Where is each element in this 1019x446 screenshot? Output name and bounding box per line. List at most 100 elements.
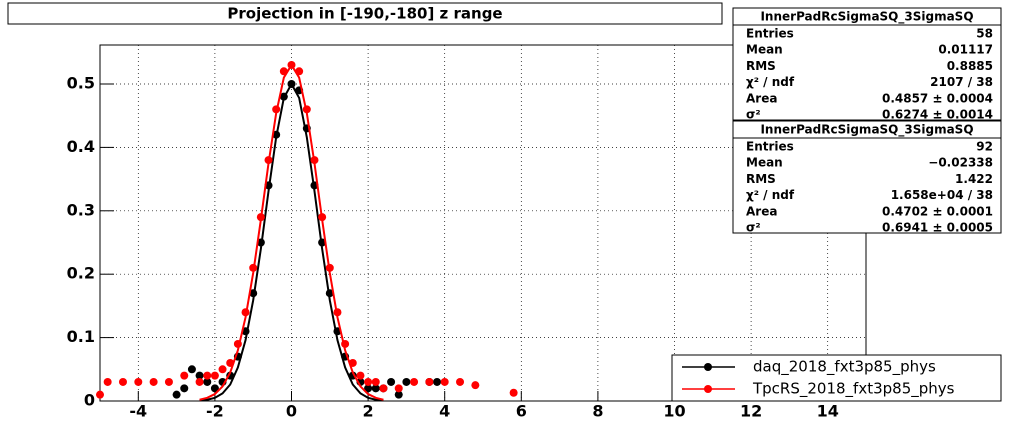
y-tick-label: 0.4 — [67, 137, 95, 156]
y-tick-label: 0.5 — [67, 73, 95, 92]
x-tick-label: 6 — [516, 402, 527, 421]
data-point — [210, 384, 219, 393]
data-point — [410, 377, 419, 386]
data-point — [264, 156, 273, 165]
data-point — [249, 263, 258, 272]
legend-label: TpcRS_2018_fxt3p85_phys — [752, 380, 955, 399]
data-point — [402, 377, 411, 386]
data-point — [210, 371, 219, 380]
data-point — [425, 377, 434, 386]
stats-label: RMS — [746, 172, 776, 186]
data-point — [134, 377, 143, 386]
data-point — [279, 92, 288, 101]
data-point — [371, 384, 380, 393]
chart-title: Projection in [-190,-180] z range — [227, 5, 502, 23]
y-tick-label: 0.2 — [67, 264, 95, 283]
data-point — [203, 377, 212, 386]
stats-label: χ² / ndf — [746, 75, 795, 89]
data-point — [325, 263, 334, 272]
stats-label: Mean — [746, 156, 783, 170]
data-point — [279, 67, 288, 76]
data-point — [272, 105, 281, 114]
data-point — [287, 79, 296, 88]
data-point — [341, 339, 350, 348]
x-tick-label: 4 — [439, 402, 450, 421]
stats-value: 0.4702 ± 0.0001 — [882, 204, 993, 218]
stats-value: 2107 / 38 — [930, 75, 993, 89]
data-point — [149, 377, 158, 386]
data-point — [180, 384, 189, 393]
stats-value: 0.6941 ± 0.0005 — [882, 221, 993, 235]
stats-label: σ² — [746, 221, 761, 235]
data-point — [471, 381, 480, 390]
stats-label: Mean — [746, 43, 783, 57]
data-point — [295, 67, 304, 76]
data-point — [256, 213, 265, 222]
x-tick-label: 0 — [286, 402, 297, 421]
data-point — [195, 377, 204, 386]
data-point — [187, 365, 196, 374]
data-point — [364, 377, 373, 386]
stats-box — [732, 120, 1002, 234]
data-point — [394, 390, 403, 399]
legend-label: daq_2018_fxt3p85_phys — [753, 358, 936, 377]
stats-value: 0.01117 — [938, 43, 993, 57]
stats-label: χ² / ndf — [746, 188, 795, 202]
data-point — [356, 371, 365, 380]
data-point — [302, 105, 311, 114]
data-point — [226, 358, 235, 367]
stats-label: σ² — [746, 108, 761, 122]
data-point — [348, 358, 357, 367]
data-point — [325, 289, 334, 298]
data-point — [118, 377, 127, 386]
data-point — [249, 289, 258, 298]
data-point — [203, 371, 212, 380]
stats-value: 1.422 — [955, 172, 993, 186]
stats-label: Area — [746, 91, 777, 105]
stats-value: 0.4857 ± 0.0004 — [882, 91, 993, 105]
legend-marker — [704, 385, 712, 393]
y-tick-label: 0 — [84, 391, 95, 410]
y-tick-label: 0.1 — [67, 327, 95, 346]
data-point — [103, 377, 112, 386]
data-point — [440, 377, 449, 386]
data-point — [164, 377, 173, 386]
data-point — [379, 384, 388, 393]
data-point — [433, 377, 442, 386]
y-tick-label: 0.3 — [67, 200, 95, 219]
data-point — [387, 377, 396, 386]
stats-label: Area — [746, 204, 777, 218]
x-tick-label: 8 — [592, 402, 603, 421]
x-tick-label: -4 — [129, 402, 147, 421]
stats-value: 0.6274 ± 0.0014 — [882, 108, 993, 122]
title-box — [7, 2, 723, 25]
data-point — [172, 390, 181, 399]
stats-title: InnerPadRcSigmaSQ_3SigmaSQ — [760, 123, 973, 138]
stats-label: Entries — [746, 27, 794, 41]
stats-value: 0.8885 — [947, 59, 993, 73]
legend-marker — [704, 363, 712, 371]
data-point — [456, 377, 465, 386]
data-point — [310, 156, 319, 165]
x-tick-label: -2 — [206, 402, 224, 421]
data-point — [241, 308, 250, 317]
data-point — [394, 384, 403, 393]
stats-title: InnerPadRcSigmaSQ_3SigmaSQ — [760, 10, 973, 25]
legend-box — [671, 354, 1002, 402]
data-point — [371, 377, 380, 386]
stats-label: RMS — [746, 59, 776, 73]
x-tick-label: 10 — [663, 402, 685, 421]
stats-label: Entries — [746, 140, 794, 154]
data-point — [233, 339, 242, 348]
data-point — [218, 365, 227, 374]
data-point — [180, 371, 189, 380]
data-point — [195, 371, 204, 380]
stats-box — [732, 7, 1002, 121]
data-point — [96, 390, 104, 399]
data-point — [287, 60, 296, 69]
stats-value: 58 — [976, 27, 993, 41]
data-point — [318, 213, 327, 222]
data-point — [509, 388, 518, 397]
